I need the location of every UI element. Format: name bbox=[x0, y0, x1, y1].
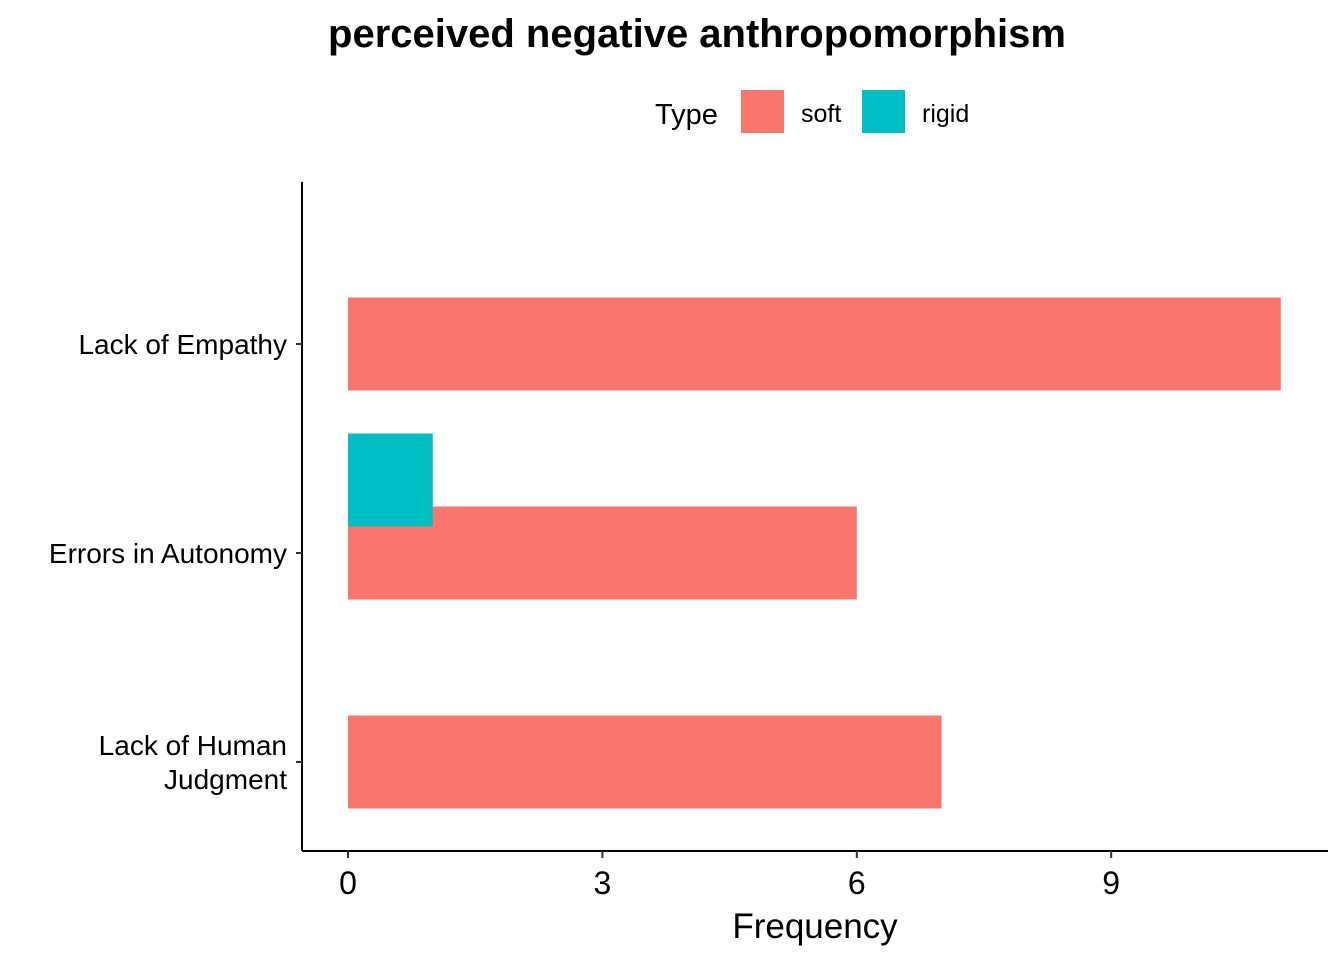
bar-soft-0 bbox=[348, 297, 1281, 391]
x-axis-title: Frequency bbox=[732, 907, 898, 946]
legend-title: Type bbox=[655, 99, 718, 131]
legend-key-rigid bbox=[862, 90, 905, 133]
chart-title: perceived negative anthropomorphism bbox=[328, 12, 1066, 56]
x-tick-label-0: 0 bbox=[339, 865, 357, 901]
y-tick-label-2: Lack of Human bbox=[99, 730, 287, 761]
legend: Type soft rigid bbox=[655, 90, 969, 133]
x-axis: 0 3 6 9 bbox=[302, 850, 1328, 901]
legend-label-soft: soft bbox=[801, 100, 841, 128]
x-tick-label-3: 3 bbox=[594, 865, 612, 901]
y-tick-label-1: Errors in Autonomy bbox=[49, 538, 287, 569]
x-tick-label-9: 9 bbox=[1102, 865, 1120, 901]
y-axis: Lack of Empathy Errors in Autonomy Lack of… bbox=[49, 182, 303, 851]
legend-label-rigid: rigid bbox=[922, 100, 969, 128]
y-tick-label-2-line1: Judgment bbox=[164, 764, 287, 795]
legend-key-soft bbox=[741, 90, 784, 133]
bar-soft-2 bbox=[348, 715, 942, 809]
x-tick-label-6: 6 bbox=[848, 865, 866, 901]
y-tick-label-0: Lack of Empathy bbox=[78, 329, 287, 360]
bars-group bbox=[348, 297, 1281, 809]
bar-rigid-1 bbox=[348, 433, 433, 527]
